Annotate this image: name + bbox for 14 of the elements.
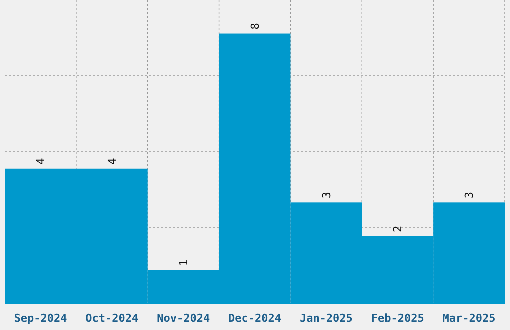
x-tick-label: Sep-2024: [14, 312, 68, 325]
x-tick-label: Feb-2025: [371, 312, 424, 325]
x-tick-label: Nov-2024: [157, 312, 210, 325]
data-label: 2: [392, 226, 405, 232]
data-label: 4: [34, 158, 48, 165]
x-tick-label: Jan-2025: [300, 312, 353, 325]
x-tick-label: Oct-2024: [86, 312, 140, 325]
data-label: 3: [320, 192, 334, 199]
data-label: 3: [463, 192, 476, 199]
data-label: 4: [106, 158, 119, 165]
data-label: 1: [177, 260, 190, 266]
x-tick-label: Mar-2025: [442, 312, 496, 325]
x-tick-label: Dec-2024: [228, 312, 282, 325]
data-label: 8: [248, 23, 262, 30]
